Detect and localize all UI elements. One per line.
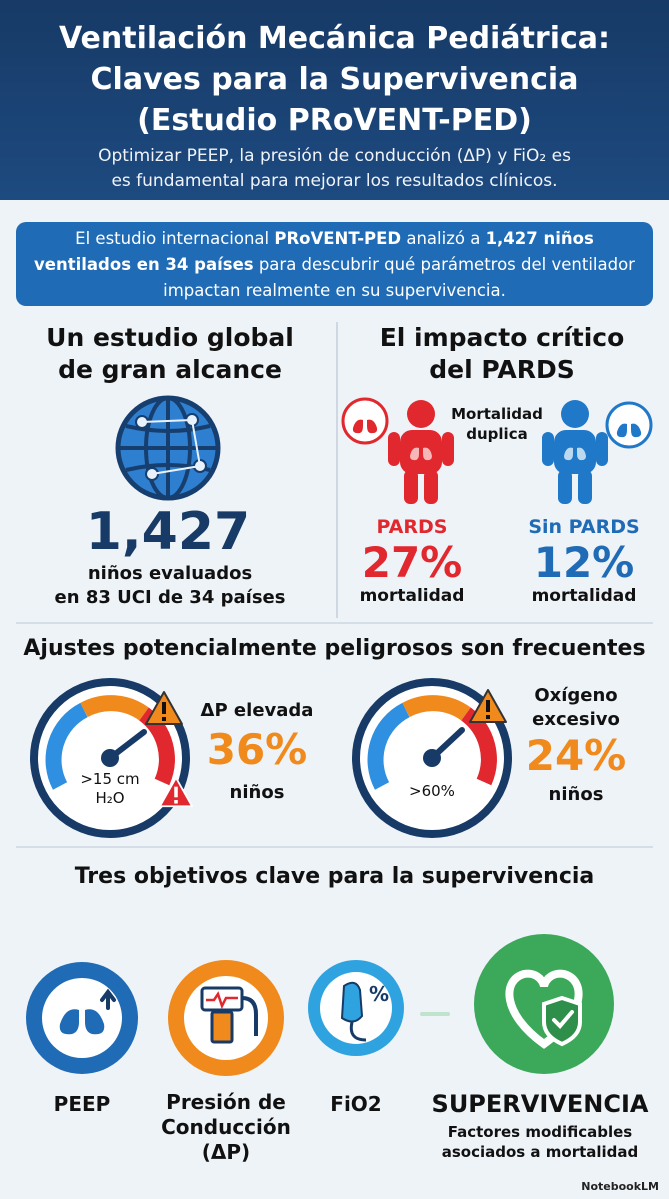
globe-icon — [115, 395, 221, 501]
warning-icon — [145, 691, 183, 725]
children-count: 1,427 — [85, 502, 251, 562]
intro-sample: 1,427 niños ventilados en 34 países — [34, 229, 594, 274]
subtitle-line-1: Optimizar PEEP, la presión de conducción… — [98, 146, 571, 166]
global-title-line-2: de gran alcance — [58, 355, 282, 384]
section-divider — [16, 846, 653, 848]
gauge1-caption: niños — [229, 782, 285, 803]
pards-title-line-2: del PARDS — [429, 355, 575, 384]
header-banner: Ventilación Mecánica Pediátrica: Claves … — [0, 0, 669, 200]
survival-caption-line-2: asociados a mortalidad — [441, 1143, 639, 1161]
intro-text: El estudio internacional — [75, 229, 275, 248]
title-line-2: Claves para la Supervivencia — [90, 62, 579, 97]
pards-mortality-caption: mortalidad — [359, 586, 465, 606]
flow-arrow — [420, 1012, 450, 1016]
mortality-doubles-note: Mortalidad duplica — [444, 404, 550, 444]
page-title: Ventilación Mecánica Pediátrica: Claves … — [0, 18, 669, 141]
gauge1-label: ΔP elevada — [200, 700, 314, 721]
gauge2-caption: niños — [548, 784, 604, 805]
dp-label-line-3: (ΔP) — [201, 1140, 251, 1164]
survival-caption: Factores modificables asociados a mortal… — [420, 1122, 660, 1162]
lungs-icon — [605, 401, 653, 449]
warning-icon — [159, 776, 193, 808]
gauge2-label: Oxígeno excesivo — [506, 684, 646, 732]
subtitle-line-2: es fundamental para mejorar los resultad… — [111, 171, 558, 191]
global-title-line-1: Un estudio global — [46, 323, 294, 352]
child-icon — [388, 400, 454, 504]
vertical-divider — [336, 322, 338, 618]
peep-label: PEEP — [53, 1092, 111, 1116]
objectives-section-title: Tres objetivos clave para la supervivenc… — [74, 864, 595, 889]
no-pards-mortality-caption: mortalidad — [531, 586, 637, 606]
lungs-icon — [26, 962, 138, 1074]
title-line-3: (Estudio PRoVENT-PED) — [137, 103, 532, 138]
fio2-label: FiO2 — [330, 1092, 382, 1116]
warning-icon — [469, 689, 507, 723]
no-pards-label: Sin PARDS — [528, 516, 640, 538]
dp-label-line-2: Conducción — [161, 1115, 291, 1139]
gauge2-value: 24% — [525, 731, 627, 780]
lungs-icon — [341, 397, 389, 445]
gauge1-readout-value: >15 cm — [80, 770, 140, 788]
notebooklm-logo: NotebookLM — [581, 1180, 659, 1193]
gauge2-readout: >60% — [409, 782, 455, 800]
gauge2-label-line-2: excesivo — [532, 709, 620, 730]
page-subtitle: Optimizar PEEP, la presión de conducción… — [20, 144, 649, 194]
heart-shield-icon — [474, 934, 614, 1074]
note-line-2: duplica — [466, 425, 528, 443]
dp-label-line-1: Presión de — [166, 1090, 286, 1114]
intro-text: para descubrir qué parámetros del ventil… — [163, 255, 635, 300]
global-caption: niños evaluados en 83 UCI de 34 países — [20, 562, 320, 610]
note-line-1: Mortalidad — [451, 405, 543, 423]
gauge2-label-line-1: Oxígeno — [534, 685, 618, 706]
pards-label: PARDS — [376, 516, 448, 538]
section-divider — [16, 622, 653, 624]
global-caption-line-1: niños evaluados — [87, 563, 253, 584]
global-caption-line-2: en 83 UCI de 34 países — [54, 587, 286, 608]
fio2-percent-mark: % — [368, 982, 390, 1006]
ventilator-icon — [168, 960, 284, 1076]
intro-study-name: PRoVENT-PED — [274, 229, 402, 248]
pards-section-title: El impacto crítico del PARDS — [345, 322, 659, 386]
gauge1-readout: >15 cm H₂O — [62, 770, 158, 808]
child-icon — [542, 400, 608, 504]
gauge1-value: 36% — [206, 725, 308, 774]
intro-box: El estudio internacional PRoVENT-PED ana… — [16, 222, 653, 306]
pards-title-line-1: El impacto crítico — [379, 323, 625, 352]
survival-caption-line-1: Factores modificables — [447, 1123, 633, 1141]
pards-mortality-value: 27% — [361, 538, 463, 587]
driving-pressure-label: Presión de Conducción (ΔP) — [154, 1090, 298, 1165]
gauge1-readout-unit: H₂O — [95, 789, 125, 807]
oxygen-mask-icon — [308, 960, 404, 1056]
settings-section-title: Ajustes potencialmente peligrosos son fr… — [23, 636, 646, 661]
title-line-1: Ventilación Mecánica Pediátrica: — [58, 21, 611, 56]
intro-text: analizó a — [401, 229, 486, 248]
survival-label: SUPERVIVENCIA — [431, 1090, 649, 1118]
global-section-title: Un estudio global de gran alcance — [10, 322, 330, 386]
no-pards-mortality-value: 12% — [533, 538, 635, 587]
